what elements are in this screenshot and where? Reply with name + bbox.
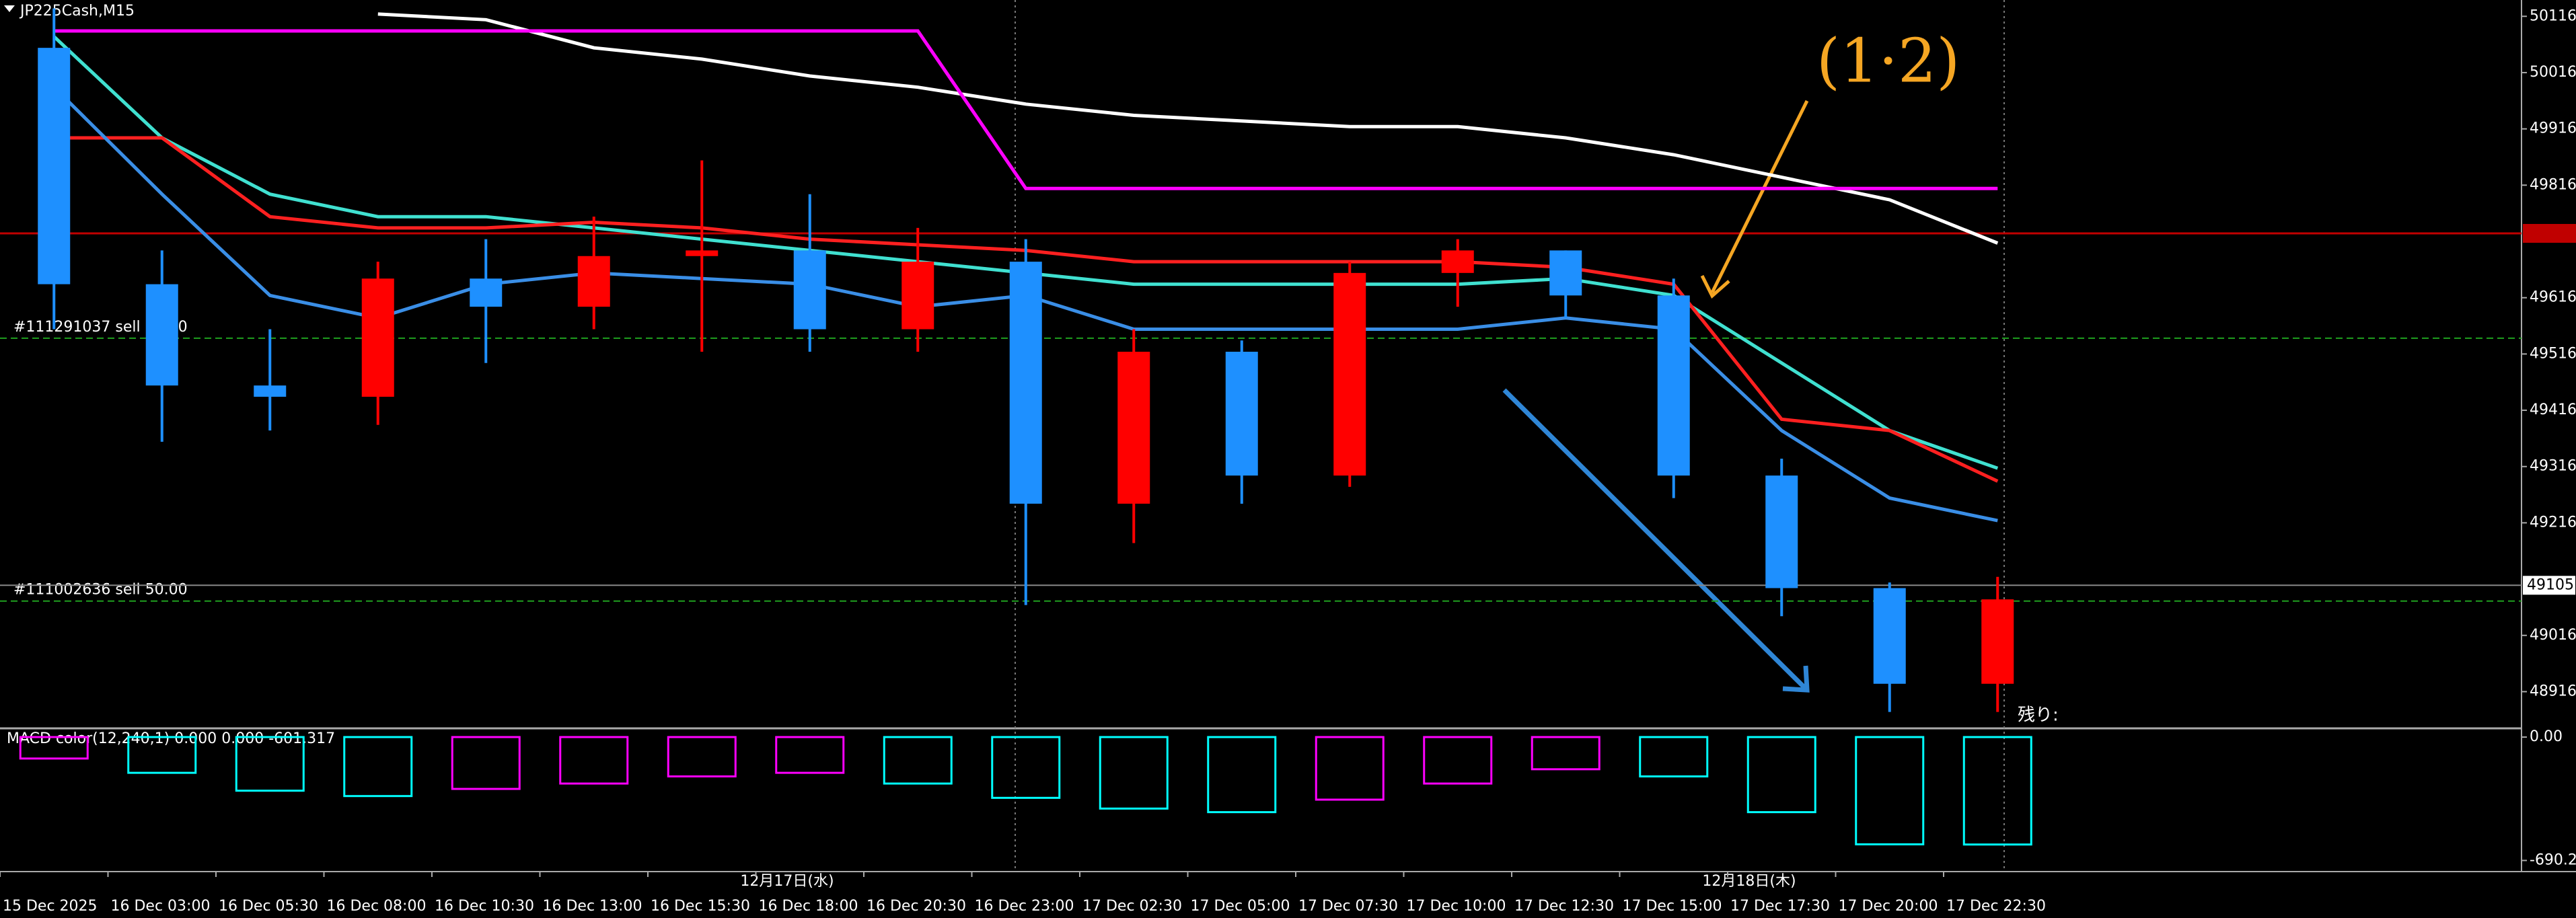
candle-body: [686, 250, 719, 256]
day-label: 12月18日(木): [1702, 873, 1796, 890]
candle-body: [470, 278, 503, 307]
y-tick-label: 49016: [2530, 627, 2576, 644]
candle-body: [1117, 352, 1150, 504]
macd-bar: [775, 736, 845, 774]
trend-arrow-head: [1782, 665, 1810, 693]
chart-title: JP225Cash,M15: [19, 3, 135, 20]
macd-bar: [1746, 736, 1816, 814]
candle-body: [1657, 295, 1690, 476]
macd-bar: [1531, 736, 1600, 771]
candle-body: [901, 262, 934, 330]
indicator-line: [377, 12, 1999, 245]
x-tick-label: 16 Dec 05:30: [219, 898, 318, 915]
candle-body: [254, 385, 287, 397]
y-tick-label: 49516: [2530, 345, 2576, 362]
x-tick-label: 17 Dec 07:30: [1298, 898, 1398, 915]
current-price-box: [2523, 576, 2575, 595]
y-tick-label: 48916: [2530, 683, 2576, 699]
macd-bar: [667, 736, 737, 777]
x-tick-label: 16 Dec 13:00: [543, 898, 642, 915]
macd-bar: [559, 736, 629, 785]
macd-bar: [1962, 736, 2032, 846]
candle-body: [1225, 352, 1258, 476]
macd-bar: [127, 736, 197, 774]
annotation: (1·2): [1816, 26, 1960, 96]
candle-body: [577, 256, 610, 307]
y-tick-label: 49416: [2530, 401, 2576, 418]
macd-bar: [19, 736, 89, 760]
x-tick-label: 16 Dec 20:30: [867, 898, 966, 915]
x-tick-label: 17 Dec 12:30: [1514, 898, 1614, 915]
candle-body: [1873, 588, 1906, 684]
macd-bar: [1639, 736, 1709, 777]
macd-bar: [883, 736, 953, 785]
candle-body: [1333, 272, 1366, 476]
y-tick-label: 49316: [2530, 458, 2576, 475]
macd-bar: [451, 736, 521, 790]
x-tick-label: 16 Dec 23:00: [975, 898, 1074, 915]
x-tick-label: 17 Dec 10:00: [1407, 898, 1506, 915]
candle-body: [38, 48, 71, 284]
candle-body: [1441, 250, 1474, 273]
x-tick-label: 16 Dec 18:00: [759, 898, 858, 915]
remaining-label: 残り:: [2018, 705, 2059, 726]
alert-price-box: [2523, 224, 2576, 243]
x-tick-label: 17 Dec 22:30: [1946, 898, 2046, 915]
macd-label: MACD color(12,240,1) 0.000 0.000 -601.31…: [7, 730, 335, 747]
x-tick-label: 15 Dec 2025: [3, 898, 98, 915]
y-tick-label: 49916: [2530, 120, 2576, 137]
candle-body: [1765, 475, 1798, 588]
candle-body: [145, 284, 178, 386]
macd-bar: [1423, 736, 1493, 785]
annotation-arrow: [1710, 100, 1809, 294]
macd-bar: [1207, 736, 1277, 814]
candle-body: [361, 278, 394, 397]
macd-bar: [1099, 736, 1169, 810]
annotation-arrow-head: [1700, 274, 1730, 299]
candle-body: [793, 250, 826, 330]
x-tick-label: 16 Dec 03:00: [111, 898, 211, 915]
x-tick-label: 17 Dec 15:00: [1623, 898, 1722, 915]
macd-bar: [343, 736, 413, 798]
indicator-line: [54, 29, 1998, 190]
macd-bar: [1855, 736, 1925, 845]
y-tick-label: 50016: [2530, 64, 2576, 81]
macd-y-tick-label: -690.27: [2530, 851, 2576, 868]
current-price-label: 49105: [2527, 576, 2574, 593]
x-tick-label: 17 Dec 20:00: [1839, 898, 1938, 915]
y-tick-label: 49816: [2530, 176, 2576, 193]
menu-triangle: [4, 5, 15, 12]
x-tick-label: 17 Dec 17:30: [1730, 898, 1830, 915]
order-label: #111002636 sell 50.00: [13, 582, 188, 599]
x-tick-label: 16 Dec 15:30: [651, 898, 750, 915]
candle-body: [1981, 599, 2014, 684]
macd-y-tick-label: 0.00: [2530, 728, 2563, 745]
macd-bar: [235, 736, 305, 792]
x-tick-label: 16 Dec 10:30: [435, 898, 534, 915]
x-tick-label: 16 Dec 08:00: [327, 898, 427, 915]
y-tick-label: 49616: [2530, 289, 2576, 306]
x-tick-label: 17 Dec 05:00: [1191, 898, 1290, 915]
macd-bar: [1315, 736, 1385, 801]
trend-arrow: [1502, 388, 1808, 691]
day-label: 12月17日(水): [740, 873, 834, 890]
candle-body: [1549, 250, 1582, 296]
candle-body: [1009, 262, 1042, 504]
y-tick-label: 50116: [2530, 7, 2576, 24]
macd-bar: [991, 736, 1061, 799]
y-tick-label: 49216: [2530, 514, 2576, 531]
x-tick-label: 17 Dec 02:30: [1082, 898, 1182, 915]
